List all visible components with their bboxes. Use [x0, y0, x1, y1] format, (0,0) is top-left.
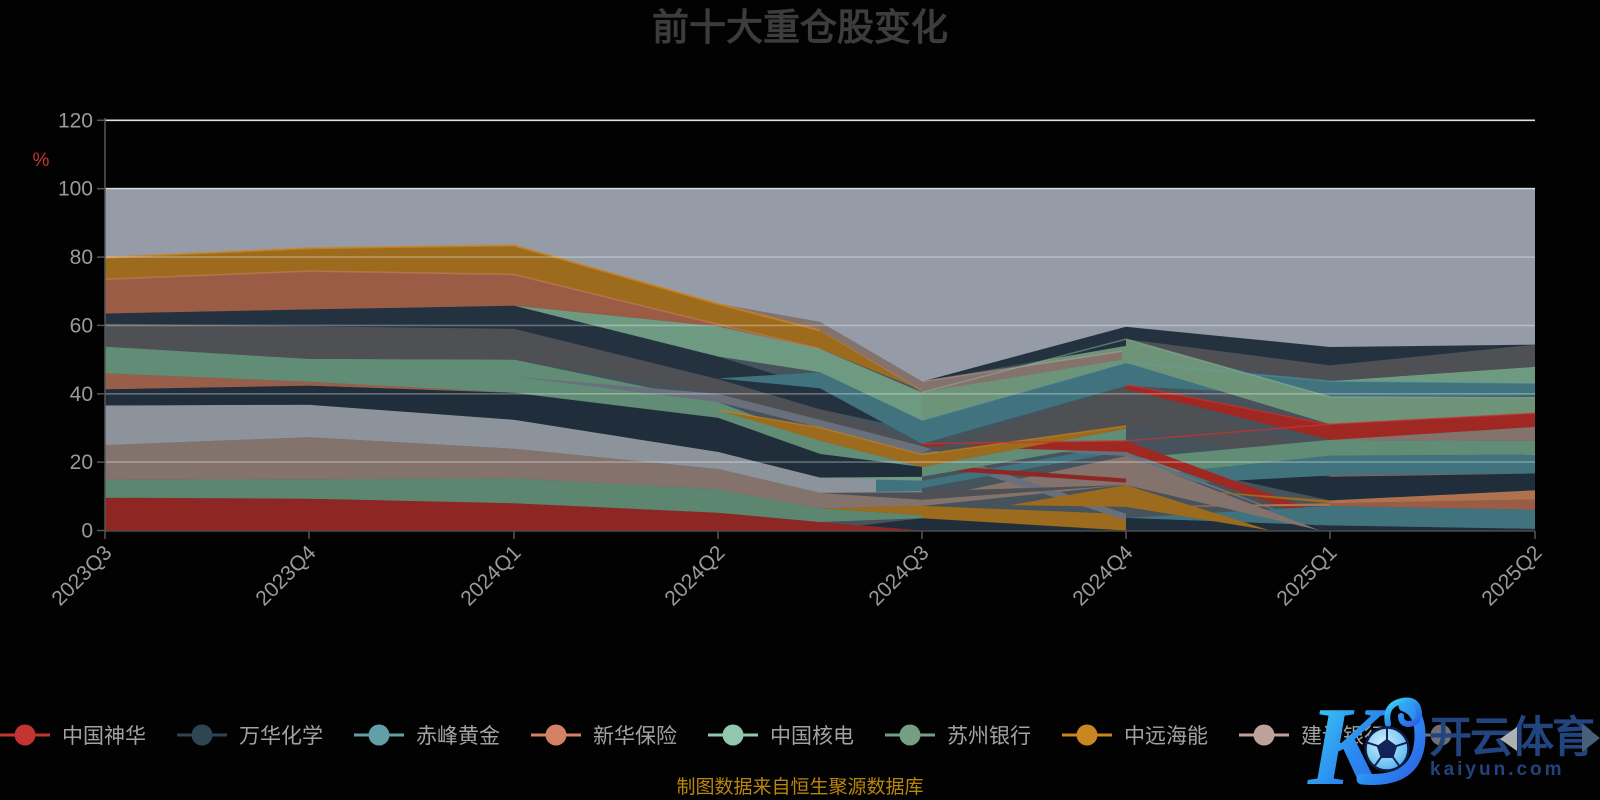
svg-text:中国神华: 中国神华	[62, 725, 146, 748]
svg-text:中远海能: 中远海能	[1124, 725, 1208, 748]
svg-text:80: 80	[70, 246, 93, 269]
svg-text:新华保险: 新华保险	[593, 725, 677, 748]
svg-text:120: 120	[58, 109, 93, 132]
svg-text:中国核电: 中国核电	[770, 725, 854, 748]
svg-text:制图数据来自恒生聚源数据库: 制图数据来自恒生聚源数据库	[676, 776, 923, 798]
svg-text:100: 100	[58, 178, 93, 201]
svg-text:前十大重仓股变化: 前十大重仓股变化	[652, 7, 948, 48]
svg-text:赤峰黄金: 赤峰黄金	[416, 725, 500, 748]
svg-text:20: 20	[70, 451, 93, 474]
svg-text:%: %	[33, 150, 50, 171]
svg-text:苏州银行: 苏州银行	[947, 725, 1031, 748]
svg-text:0: 0	[81, 520, 93, 543]
svg-text:建设银行: 建设银行	[1301, 725, 1385, 748]
svg-text:40: 40	[70, 383, 93, 406]
svg-text:60: 60	[70, 314, 93, 337]
svg-text:万华化学: 万华化学	[239, 725, 323, 748]
svg-text:kaiyun.com: kaiyun.com	[1430, 759, 1565, 780]
